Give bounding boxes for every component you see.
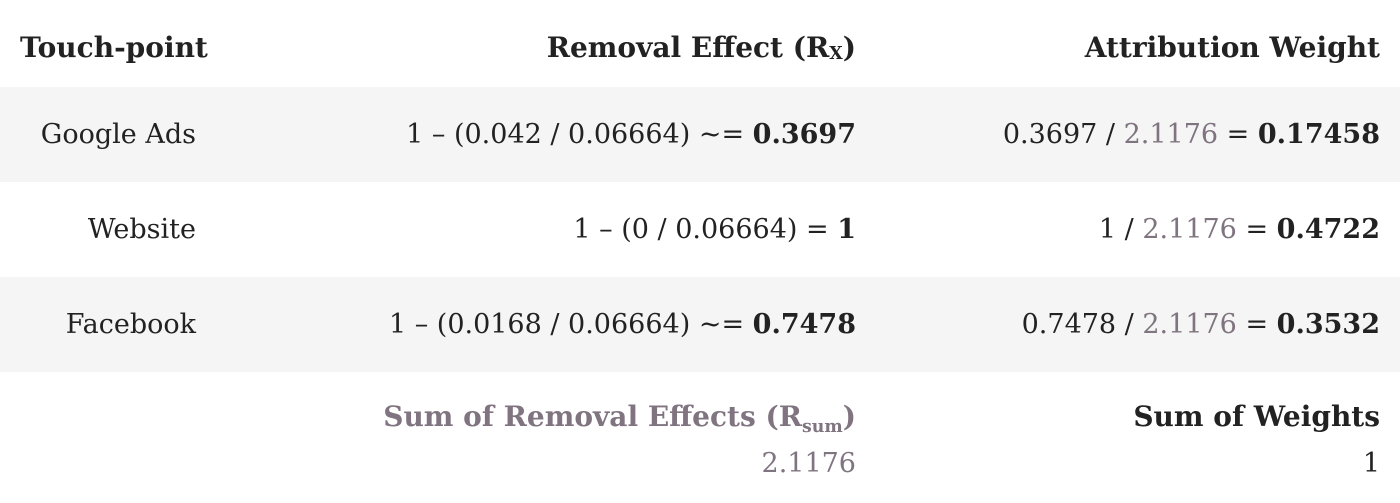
row-touchpoint: Google Ads — [0, 87, 196, 182]
removal-sum-label: Sum of Removal Effects (Rsum) — [300, 400, 856, 437]
weight-denominator: 2.1176 — [1142, 309, 1237, 340]
removal-sum-label-text: Sum of Removal Effects (R — [383, 400, 802, 433]
row-removal-effect: 1 – (0.0168 / 0.06664) ~= 0.7478 — [300, 277, 856, 372]
weight-equals: = — [1218, 119, 1258, 150]
header-attribution-weight: Attribution Weight — [900, 0, 1380, 95]
touchpoint-label: Google Ads — [40, 119, 196, 150]
removal-sum-value: 2.1176 — [761, 448, 856, 479]
weight-result: 0.17458 — [1257, 119, 1380, 150]
header-removal-effect: Removal Effect (R X) — [300, 0, 856, 95]
row-removal-effect: 1 – (0 / 0.06664) = 1 — [300, 182, 856, 277]
removal-formula: 1 – (0 / 0.06664) = — [573, 214, 838, 245]
header-removal-effect-label: Removal Effect (R — [546, 31, 830, 64]
weight-denominator: 2.1176 — [1142, 214, 1237, 245]
removal-formula: 1 – (0.042 / 0.06664) ~= — [406, 119, 753, 150]
row-touchpoint: Facebook — [0, 277, 196, 372]
row-attribution-weight: 1 / 2.1176 = 0.4722 — [900, 182, 1380, 277]
touchpoint-label: Facebook — [65, 309, 196, 340]
weight-result: 0.4722 — [1276, 214, 1380, 245]
weight-equals: = — [1236, 214, 1277, 245]
removal-result: 0.7478 — [752, 309, 856, 340]
removal-formula: 1 – (0.0168 / 0.06664) ~= — [388, 309, 753, 340]
table-row: Website 1 – (0 / 0.06664) = 1 1 / 2.1176… — [0, 182, 1400, 277]
weight-equals: = — [1236, 309, 1277, 340]
header-removal-effect-close: ) — [842, 31, 856, 64]
header-touchpoint-label: Touch-point — [20, 31, 208, 64]
row-attribution-weight: 0.3697 / 2.1176 = 0.17458 — [900, 87, 1380, 182]
header-attribution-weight-label: Attribution Weight — [1084, 31, 1380, 64]
row-touchpoint: Website — [0, 182, 196, 277]
weights-sum-label: Sum of Weights — [1133, 400, 1380, 433]
weight-result: 0.3532 — [1276, 309, 1380, 340]
touchpoint-label: Website — [87, 214, 196, 245]
table-row: Google Ads 1 – (0.042 / 0.06664) ~= 0.36… — [0, 87, 1400, 182]
weights-sum-value: 1 — [1362, 448, 1380, 479]
removal-result: 1 — [837, 214, 856, 245]
weight-numerator: 1 / — [1098, 214, 1143, 245]
weight-numerator: 0.7478 / — [1021, 309, 1143, 340]
weight-denominator: 2.1176 — [1123, 119, 1219, 150]
row-removal-effect: 1 – (0.042 / 0.06664) ~= 0.3697 — [300, 87, 856, 182]
table-row: Facebook 1 – (0.0168 / 0.06664) ~= 0.747… — [0, 277, 1400, 372]
weight-numerator: 0.3697 / — [1002, 119, 1124, 150]
header-removal-effect-subscript: X — [829, 43, 843, 64]
table-header-row: Touch-point Removal Effect (R X) Attribut… — [0, 0, 1400, 95]
removal-result: 0.3697 — [752, 119, 856, 150]
removal-sum-close: ) — [842, 400, 856, 433]
removal-sum-subscript: sum — [801, 417, 843, 438]
summary-section: Sum of Removal Effects (Rsum) 2.1176 Sum… — [0, 390, 1400, 503]
header-touchpoint: Touch-point — [20, 0, 220, 95]
row-attribution-weight: 0.7478 / 2.1176 = 0.3532 — [900, 277, 1380, 372]
